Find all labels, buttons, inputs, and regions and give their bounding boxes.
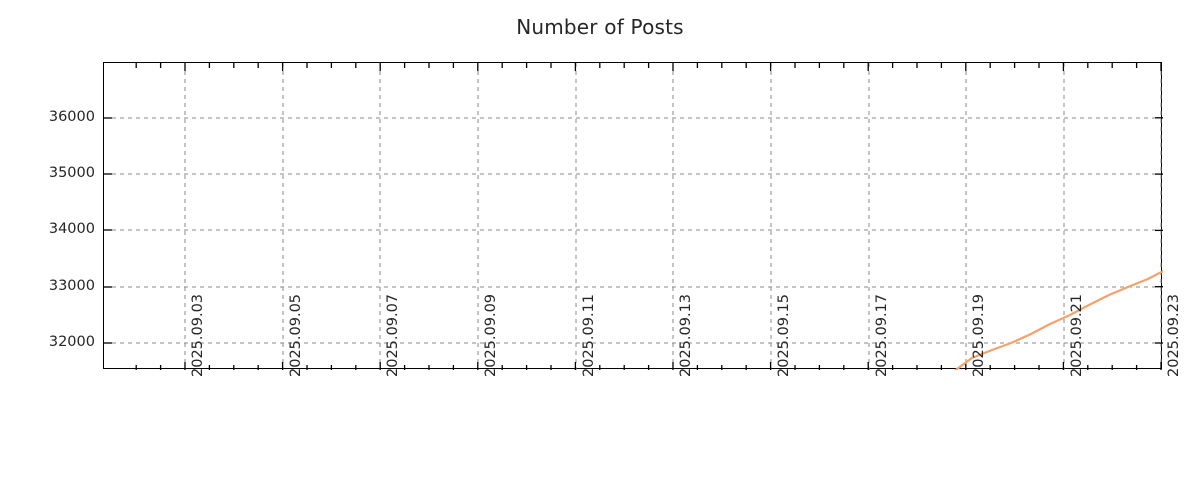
y-tick-label-35000: 35000 [48, 165, 95, 181]
x-tick-label-2025-09-11: 2025.09.11 [581, 293, 597, 377]
y-axis-ticks [104, 117, 112, 344]
x-tick-label-2025-09-15: 2025.09.15 [776, 293, 792, 377]
x-tick-label-2025-09-09: 2025.09.09 [483, 293, 499, 377]
y-tick-label-36000: 36000 [48, 109, 95, 125]
y-axis-tick-labels: 32000 33000 34000 35000 36000 [0, 0, 95, 500]
y-gridlines [104, 117, 1163, 344]
x-tick-label-2025-09-19: 2025.09.19 [971, 293, 987, 377]
y-tick-label-33000: 33000 [48, 278, 95, 294]
plot-svg [104, 63, 1163, 370]
x-gridlines [184, 63, 1162, 370]
chart-title: Number of Posts [516, 15, 684, 39]
x-tick-label-2025-09-23: 2025.09.23 [1166, 293, 1182, 377]
data-series-line [953, 269, 1163, 370]
x-tick-label-2025-09-07: 2025.09.07 [385, 293, 401, 377]
y-tick-label-34000: 34000 [48, 221, 95, 237]
x-tick-label-2025-09-03: 2025.09.03 [190, 293, 206, 377]
x-tick-label-2025-09-13: 2025.09.13 [678, 293, 694, 377]
y-tick-label-32000: 32000 [48, 334, 95, 350]
x-axis-ticks [135, 63, 1163, 370]
x-tick-label-2025-09-21: 2025.09.21 [1069, 293, 1085, 377]
plot-area [103, 62, 1163, 370]
x-tick-label-2025-09-17: 2025.09.17 [874, 293, 890, 377]
x-tick-label-2025-09-05: 2025.09.05 [288, 293, 304, 377]
